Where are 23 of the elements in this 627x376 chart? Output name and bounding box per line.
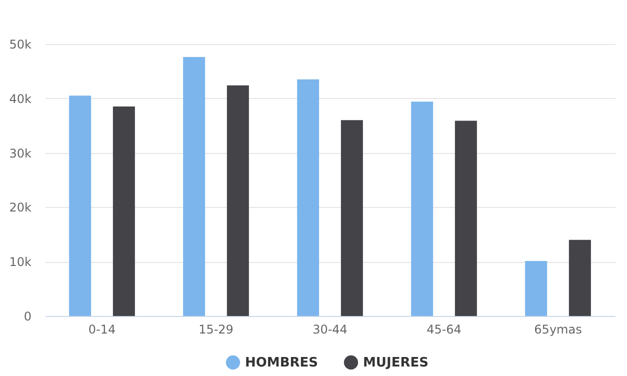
x-tick-label: 65ymas	[534, 322, 582, 336]
y-tick-label: 50k	[9, 38, 32, 52]
x-tick-label: 30-44	[312, 322, 348, 336]
y-tick-label: 40k	[9, 92, 32, 106]
bar	[525, 261, 548, 316]
bar	[297, 79, 320, 316]
bar	[340, 120, 363, 316]
bar	[568, 240, 591, 316]
bar	[411, 102, 434, 316]
x-tick-label: 45-64	[426, 322, 462, 336]
bar	[69, 96, 92, 316]
bar	[112, 106, 135, 316]
bar	[226, 85, 249, 316]
x-tick-label: 15-29	[198, 322, 234, 336]
bar	[454, 120, 477, 316]
legend-label: HOMBRES	[245, 355, 318, 370]
legend-label: MUJERES	[363, 355, 428, 370]
x-tick-label: 0-14	[88, 322, 116, 336]
y-tick-label: 30k	[9, 146, 32, 160]
y-tick-label: 20k	[9, 200, 32, 215]
bar	[183, 57, 206, 316]
y-tick-label: 0	[24, 310, 32, 324]
y-tick-label: 10k	[9, 255, 32, 270]
